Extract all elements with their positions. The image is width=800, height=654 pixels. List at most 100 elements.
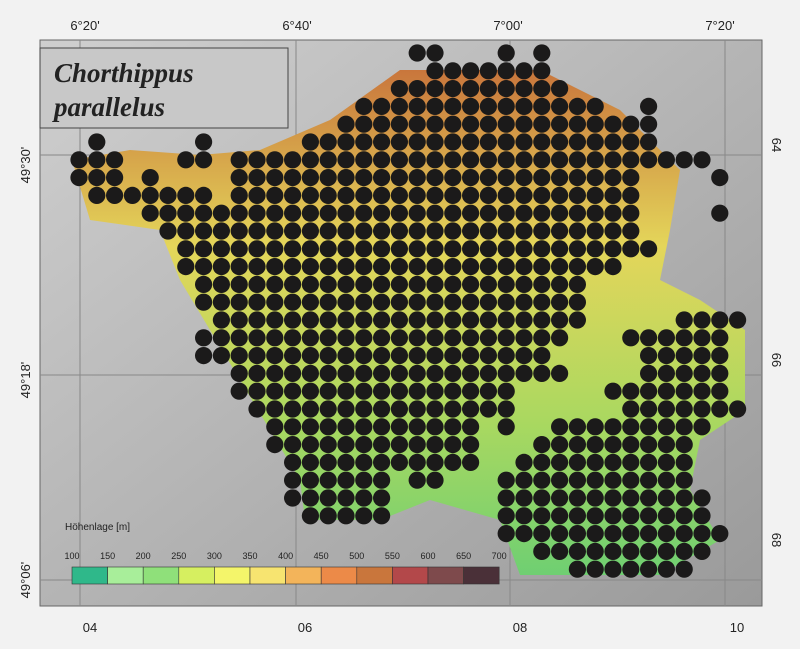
grid-x-label: 06 [298, 620, 312, 635]
record-dot [426, 204, 444, 222]
record-dot [266, 311, 284, 329]
legend-swatch [356, 566, 393, 585]
record-dot [284, 151, 302, 169]
record-dot [337, 151, 355, 169]
record-dot [622, 489, 640, 507]
record-dot [373, 133, 391, 151]
record-dot [408, 400, 426, 418]
record-dot [444, 97, 462, 115]
record-dot [88, 186, 106, 204]
record-dot [266, 329, 284, 347]
record-dot [604, 471, 622, 489]
record-dot [141, 186, 159, 204]
record-dot [622, 115, 640, 133]
record-dot [426, 311, 444, 329]
record-dot [568, 204, 587, 222]
record-dot [390, 400, 408, 418]
record-dot [408, 436, 426, 454]
record-dot [515, 62, 533, 80]
record-dot [622, 453, 640, 471]
grid-y-label: 66 [769, 353, 784, 367]
record-dot [301, 186, 319, 204]
record-dot [622, 222, 640, 240]
record-dot [479, 293, 497, 311]
legend-tick: 650 [456, 551, 471, 561]
record-dot [586, 471, 604, 489]
record-dot [284, 240, 302, 258]
record-dot [622, 133, 640, 151]
record-dot [533, 80, 551, 98]
legend-swatch [142, 566, 180, 585]
record-dot [426, 62, 444, 80]
labels: 6°20' 6°40' 7°00' 7°20' 49°30' 49°18' 49°06' 04… [18, 18, 784, 635]
record-dot [515, 525, 533, 543]
record-dot [301, 275, 319, 293]
record-dot [88, 151, 106, 169]
record-dot [479, 400, 497, 418]
record-dot [604, 169, 622, 187]
record-dot [355, 97, 373, 115]
grid-x-label: 10 [730, 620, 744, 635]
record-dot [301, 507, 319, 525]
record-dot [711, 347, 729, 365]
record-dot [426, 275, 444, 293]
record-dot [622, 240, 640, 258]
record-dot [551, 186, 569, 204]
record-dot [355, 507, 373, 525]
record-dot [568, 133, 587, 151]
record-dot [586, 436, 604, 454]
record-dot [622, 560, 640, 578]
record-dot [657, 489, 676, 507]
legend-tick: 500 [349, 551, 364, 561]
record-dot [479, 151, 497, 169]
record-dot [640, 400, 658, 418]
record-dot [373, 293, 391, 311]
record-dot [284, 347, 302, 365]
record-dot [70, 151, 88, 169]
record-dot [657, 400, 676, 418]
record-dot [284, 364, 302, 382]
record-dot [462, 364, 480, 382]
record-dot [355, 347, 373, 365]
record-dot [640, 507, 658, 525]
record-dot [533, 471, 551, 489]
record-dot [479, 204, 497, 222]
record-dot [586, 258, 604, 276]
legend-tick: 200 [136, 551, 151, 561]
record-dot [711, 204, 729, 222]
record-dot [355, 240, 373, 258]
record-dot [551, 293, 569, 311]
record-dot [248, 204, 266, 222]
record-dot [586, 560, 604, 578]
record-dot [462, 169, 480, 187]
record-dot [533, 311, 551, 329]
record-dot [711, 169, 729, 187]
record-dot [408, 240, 426, 258]
record-dot [390, 311, 408, 329]
record-dot [568, 418, 587, 436]
record-dot [604, 258, 622, 276]
record-dot [640, 347, 658, 365]
record-dot [462, 347, 480, 365]
record-dot [373, 97, 391, 115]
record-dot [390, 364, 408, 382]
record-dot [195, 151, 213, 169]
record-dot [444, 80, 462, 98]
record-dot [284, 400, 302, 418]
record-dot [533, 542, 551, 561]
record-dot [533, 258, 551, 276]
record-dot [497, 311, 515, 329]
record-dot [586, 453, 604, 471]
record-dot [444, 169, 462, 187]
record-dot [479, 115, 497, 133]
record-dot [479, 222, 497, 240]
record-dot [248, 364, 266, 382]
record-dot [657, 329, 676, 347]
record-dot [479, 62, 497, 80]
record-dot [497, 293, 515, 311]
record-dot [408, 382, 426, 400]
record-dot [657, 560, 676, 578]
record-dot [373, 436, 391, 454]
record-dot [568, 169, 587, 187]
record-dot [640, 382, 658, 400]
